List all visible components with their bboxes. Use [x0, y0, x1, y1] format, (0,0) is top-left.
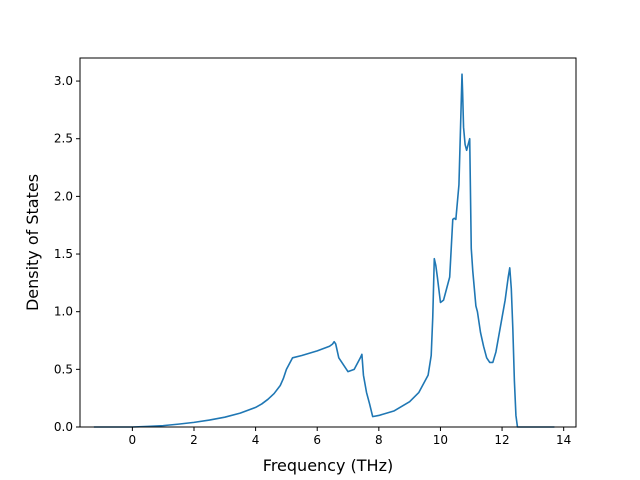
- x-axis-label: Frequency (THz): [263, 456, 393, 475]
- dos-series-line: [93, 73, 555, 428]
- x-tick-label: 0: [129, 433, 137, 447]
- y-tick-label: 0.5: [54, 362, 73, 376]
- y-tick-label: 1.0: [54, 305, 73, 319]
- x-tick-label: 6: [313, 433, 321, 447]
- y-tick-label: 2.5: [54, 132, 73, 146]
- y-axis-label: Density of States: [23, 174, 42, 311]
- y-tick-label: 2.0: [54, 189, 73, 203]
- x-tick-label: 2: [190, 433, 198, 447]
- y-tick-label: 3.0: [54, 74, 73, 88]
- x-tick-label: 12: [494, 433, 509, 447]
- axes-frame: [79, 57, 577, 428]
- x-axis-ticks: 0 2 4 6 8 10 12 14: [129, 427, 571, 447]
- x-tick-label: 14: [556, 433, 571, 447]
- x-tick-label: 10: [433, 433, 448, 447]
- y-axis-ticks: 0.0 0.5 1.0 1.5 2.0 2.5 3.0: [54, 74, 80, 434]
- x-tick-label: 8: [375, 433, 383, 447]
- y-tick-label: 1.5: [54, 247, 73, 261]
- plot-area: [93, 73, 555, 428]
- y-tick-label: 0.0: [54, 420, 73, 434]
- x-tick-label: 4: [252, 433, 260, 447]
